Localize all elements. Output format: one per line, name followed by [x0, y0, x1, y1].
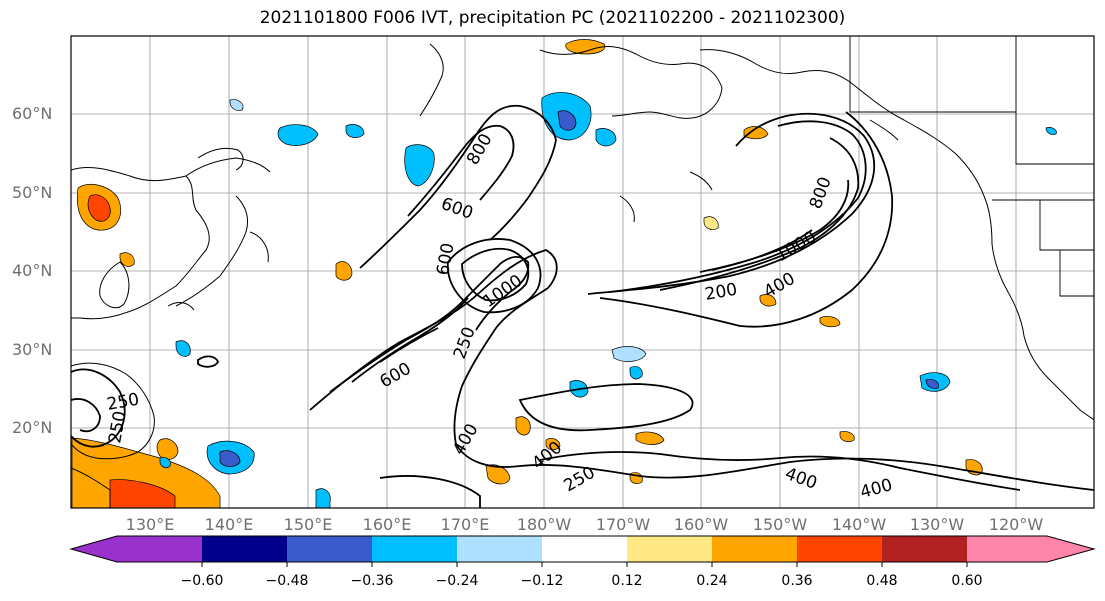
map-title: 2021101800 F006 IVT, precipitation PC (2… [259, 8, 846, 28]
contour-label: 400 [858, 475, 895, 503]
ivt-contour-250-west [309, 249, 1094, 491]
ivt-contour-400-west [329, 256, 530, 393]
lon-label: 170°E [440, 515, 490, 534]
ivt-contour-800-west [379, 327, 439, 363]
ivt-contour-south-ring [518, 383, 694, 432]
colorbar-bin [372, 536, 458, 562]
contour-label: 1000 [773, 227, 820, 266]
colorbar-outline [69, 535, 1096, 563]
lon-label: 140°E [204, 515, 254, 534]
ivt-contour-east-600 [659, 137, 860, 291]
ivt-contour-far-west-inner [71, 398, 101, 433]
lon-label: 150°W [752, 515, 808, 534]
contour-label: 800 [806, 174, 836, 211]
precip-positive-areas [71, 39, 983, 508]
colorbar-tick-label: 0.24 [696, 573, 728, 589]
contour-label: 200 [703, 280, 738, 305]
ivt-contour-southeast-400 [539, 451, 1021, 491]
lat-label: 20°N [12, 418, 53, 437]
colorbar-extend-high [1047, 536, 1094, 562]
lon-label: 130°E [125, 515, 175, 534]
lon-label: 160°W [673, 515, 729, 534]
colorbar-bin [202, 536, 288, 562]
colorbar-bin [287, 536, 373, 562]
contour-label: 250 [561, 463, 599, 497]
ivt-contour-800-center [447, 238, 542, 314]
contour-label: 1000 [479, 271, 526, 312]
lon-label: 140°W [831, 515, 887, 534]
lat-label: 30°N [12, 340, 53, 359]
ivt-contour-far-west [71, 368, 126, 448]
contour-label: 400 [782, 464, 819, 494]
coastlines [71, 43, 1094, 508]
colorbar-bin [712, 536, 798, 562]
colorbar-bin [797, 536, 883, 562]
colorbar-tick-label: 0.48 [866, 573, 898, 589]
ivt-contour-600-west [351, 297, 469, 383]
colorbar-tick-label: −0.12 [520, 573, 564, 589]
colorbar-tick-label: −0.48 [265, 573, 309, 589]
colorbar-bin [117, 536, 203, 562]
colorbar-bin [967, 536, 1047, 562]
colorbar-tick-label: −0.36 [350, 573, 394, 589]
contour-label: 800 [463, 130, 497, 168]
colorbar-bin [627, 536, 713, 562]
colorbar-tick-label: 0.60 [951, 573, 983, 589]
colorbar-bin [457, 536, 543, 562]
ivt-contour-bottom-west [379, 475, 481, 508]
colorbar-extend-low [71, 536, 117, 562]
colorbar-bin [882, 536, 968, 562]
lat-label: 60°N [12, 104, 53, 123]
ivt-contour-east-1000 [711, 229, 813, 271]
colorbar-tick-label: 0.12 [611, 573, 643, 589]
lon-label: 150°E [283, 515, 333, 534]
lon-label: 120°W [988, 515, 1044, 534]
ivt-contours [71, 104, 1094, 508]
ivt-contour-small-west [197, 355, 219, 368]
precip-negative-areas [159, 92, 1057, 508]
lon-label: 170°W [595, 515, 651, 534]
ivt-contour-1000-center [461, 247, 530, 302]
ivt-contour-250-north [359, 104, 557, 269]
contour-label: 600 [377, 359, 415, 393]
colorbar-tick-label: 0.36 [781, 573, 813, 589]
lon-label: 130°W [909, 515, 965, 534]
colorbar-tick-label: −0.60 [180, 573, 224, 589]
colorbar-bin [542, 536, 628, 562]
contour-label: 400 [449, 420, 483, 458]
lon-label: 160°E [362, 515, 412, 534]
contour-label: 250 [450, 324, 480, 361]
political-borders [849, 36, 1094, 297]
lat-label: 40°N [12, 261, 53, 280]
contour-label: 400 [761, 269, 799, 303]
ivt-contour-600-north [407, 124, 515, 217]
lon-label: 180°W [516, 515, 572, 534]
contour-label: 250 [105, 409, 130, 444]
colorbar-tick-label: −0.24 [435, 573, 479, 589]
contour-label: 600 [438, 194, 475, 224]
colorbar [69, 535, 1096, 567]
lat-label: 50°N [12, 183, 53, 202]
ivt-contour-east-250-south [599, 111, 894, 328]
contour-label: 600 [433, 241, 458, 276]
contour-label: 400 [528, 438, 566, 474]
ivt-contour-east-400 [609, 120, 867, 293]
